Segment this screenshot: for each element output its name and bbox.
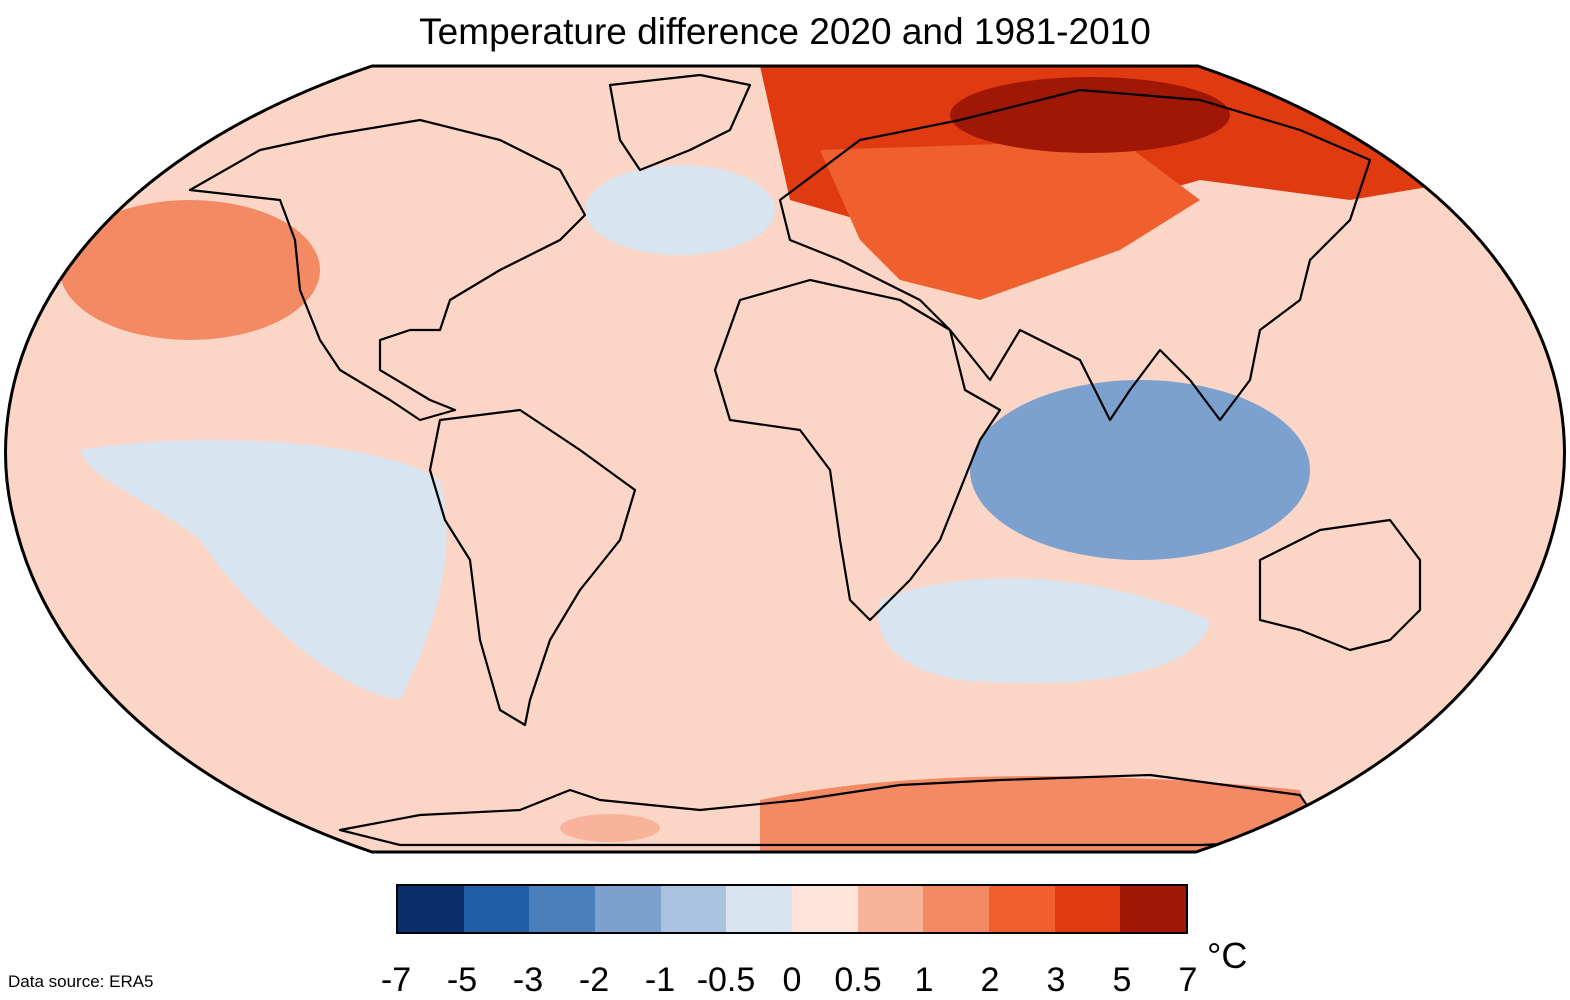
legend-tick-label: 0.5 <box>834 961 882 999</box>
legend-tick-label: 0 <box>782 961 802 999</box>
legend-tick-label: -1 <box>644 961 676 999</box>
legend-swatch <box>529 886 596 932</box>
legend-swatch <box>1120 886 1187 932</box>
legend-swatch <box>463 886 530 932</box>
data-source-label: Data source: ERA5 <box>8 972 154 991</box>
legend-swatch <box>923 886 990 932</box>
legend-tick-label: -7 <box>380 961 412 999</box>
unit-label: °C <box>1207 935 1248 976</box>
region-antarctic-peninsula-cold <box>560 814 660 842</box>
region-russia-warm <box>820 140 1200 300</box>
africa-outline <box>713 278 1002 622</box>
legend-swatch <box>595 886 661 932</box>
globe-border <box>4 64 1566 854</box>
legend-swatch <box>1054 886 1121 932</box>
legend-tick-label: 3 <box>1046 961 1066 999</box>
legend-swatch <box>398 886 464 932</box>
eurasia-outline <box>778 88 1372 422</box>
legend-tick-label: 5 <box>1112 961 1132 999</box>
legend-swatch <box>726 886 793 932</box>
region-southern-ocean-cool <box>878 578 1210 684</box>
antarctica-outline <box>338 773 1332 847</box>
region-north-pacific-warm <box>60 200 320 340</box>
north-america-outline <box>188 118 587 422</box>
legend-tick-label: 7 <box>1178 961 1198 999</box>
color-scale-legend <box>396 884 1188 934</box>
legend-tick-label: -2 <box>578 961 610 999</box>
region-siberia-hotspot <box>950 77 1230 153</box>
legend-swatch <box>660 886 727 932</box>
region-north-atlantic-cool <box>585 165 775 255</box>
legend-tick-label: -3 <box>512 961 544 999</box>
legend-swatch <box>857 886 924 932</box>
map-title: Temperature difference 2020 and 1981-201… <box>419 11 1151 52</box>
region-indian-ocean-warm <box>970 380 1310 560</box>
legend-swatch <box>792 886 858 932</box>
legend-tick-label: -5 <box>446 961 478 999</box>
australia-outline <box>1258 518 1422 652</box>
continent-outlines <box>188 73 1422 847</box>
legend-swatch <box>989 886 1055 932</box>
legend-tick-label: -0.5 <box>696 961 756 999</box>
region-antarctica-warm <box>760 776 1320 852</box>
region-eastern-pacific-cool <box>80 440 447 700</box>
greenland-outline <box>608 73 752 172</box>
south-america-outline <box>428 408 637 727</box>
legend-tick-label: 1 <box>914 961 934 999</box>
legend-tick-label: 2 <box>980 961 1000 999</box>
